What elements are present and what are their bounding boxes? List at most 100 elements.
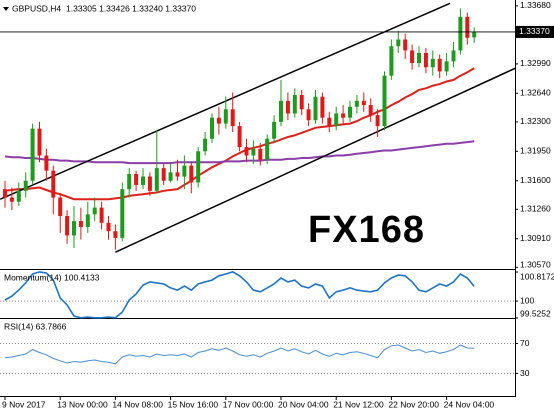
candle-body (417, 52, 421, 64)
candle-body (472, 31, 477, 38)
candle-body (23, 180, 28, 191)
title-arrow (3, 7, 9, 11)
x-tick-label: 21 Nov 12:00 (333, 399, 384, 409)
candle-body (341, 113, 346, 118)
candle-body (120, 189, 125, 238)
y-tick-label: 100.8172 (520, 271, 554, 281)
y-tick-label: 1.32990 (520, 58, 551, 68)
y-tick-label: 1.30910 (520, 233, 551, 243)
candle-body (216, 117, 221, 124)
candle-body (85, 214, 90, 227)
candle-body (37, 128, 42, 156)
plot-area: FX168 (0, 2, 515, 253)
candle-body (113, 231, 118, 238)
candle-body (65, 216, 70, 236)
x-tick-label: 24 Nov 04:00 (444, 399, 495, 409)
candle-body (30, 128, 35, 181)
candle-body (382, 75, 387, 127)
candle-body (147, 176, 152, 191)
candle-body (106, 222, 111, 232)
candle-body (16, 190, 21, 202)
y-tick-label: 1.32640 (520, 88, 551, 98)
candle-body (396, 39, 401, 47)
y-tick-label: 100 (520, 295, 534, 305)
candle-body (99, 207, 104, 223)
candle-body (348, 106, 352, 118)
candle-body (196, 151, 201, 183)
channel-line (0, 2, 451, 200)
candle-body (141, 176, 145, 185)
candle-body (237, 126, 242, 148)
candle-body (458, 16, 463, 51)
candle-body (44, 155, 49, 171)
indicator-area (0, 343, 515, 374)
candle-body (306, 109, 311, 121)
candle-body (161, 168, 166, 181)
candle-body (258, 148, 263, 160)
candle-body (78, 221, 83, 227)
candle-body (189, 165, 194, 183)
candle-body (210, 117, 214, 139)
candle-body (375, 115, 380, 127)
chart-subtitle: 1.33305 1.33426 1.33240 1.33370 (66, 3, 196, 13)
candle-body (292, 94, 297, 114)
candle-body (127, 174, 132, 190)
candle-body (299, 94, 304, 110)
y-tick-label: 70 (520, 338, 530, 348)
indicator-line (4, 271, 475, 319)
indicator-title: RSI(14) 63.7866 (4, 321, 67, 331)
candle-body (444, 61, 449, 72)
candle-body (265, 138, 270, 160)
x-tick-label: 15 Nov 16:00 (168, 399, 219, 409)
candle-body (279, 100, 283, 122)
candle-body (168, 172, 173, 181)
x-tick-label: 20 Nov 04:00 (278, 399, 329, 409)
candle-body (272, 121, 277, 139)
candle-body (465, 16, 470, 38)
indicator-line (4, 344, 475, 365)
y-tick-label: 1.32300 (520, 116, 551, 126)
candle-body (58, 197, 63, 217)
candle-body (154, 168, 159, 191)
candle-body (410, 50, 415, 64)
watermark: FX168 (308, 209, 425, 251)
candle-body (223, 109, 228, 124)
candle-body (230, 109, 235, 127)
indicator-title: Momentum(14) 100.4133 (4, 272, 100, 282)
candle-body (51, 170, 56, 198)
x-tick-label: 14 Nov 08:00 (112, 399, 163, 409)
candle-body (9, 197, 14, 202)
candle-body (327, 117, 332, 127)
candle-body (3, 189, 7, 198)
x-tick-label: 17 Nov 00:00 (223, 399, 274, 409)
candle-body (451, 50, 456, 62)
candle-body (354, 100, 359, 107)
candle-body (320, 96, 325, 118)
chart-title: GBPUSD,H4 (12, 3, 61, 13)
candle-body (389, 46, 394, 76)
y-tick-label: 1.31600 (520, 175, 551, 185)
candle-body (430, 58, 435, 68)
y-tick-label: 30 (520, 368, 530, 378)
candle-body (334, 113, 339, 127)
y-tick-label: 1.30570 (520, 259, 551, 269)
channel-line (115, 67, 515, 253)
candle-body (361, 100, 366, 106)
candle-body (203, 138, 208, 152)
y-tick-label: 99.5252 (520, 308, 551, 318)
candle-body (134, 174, 139, 185)
y-tick-label: 1.31950 (520, 146, 551, 156)
x-tick-label: 22 Nov 20:00 (388, 399, 439, 409)
candle-body (182, 165, 187, 177)
moving-average (4, 140, 475, 165)
x-tick-label: 9 Nov 2017 (2, 399, 46, 409)
candle-body (251, 148, 256, 156)
current-price-box (516, 25, 554, 38)
candle-body (403, 39, 408, 51)
y-tick-label: 1.33680 (520, 0, 551, 10)
candle-body (175, 172, 180, 177)
candle-body (423, 52, 428, 68)
candle-body (368, 105, 373, 116)
